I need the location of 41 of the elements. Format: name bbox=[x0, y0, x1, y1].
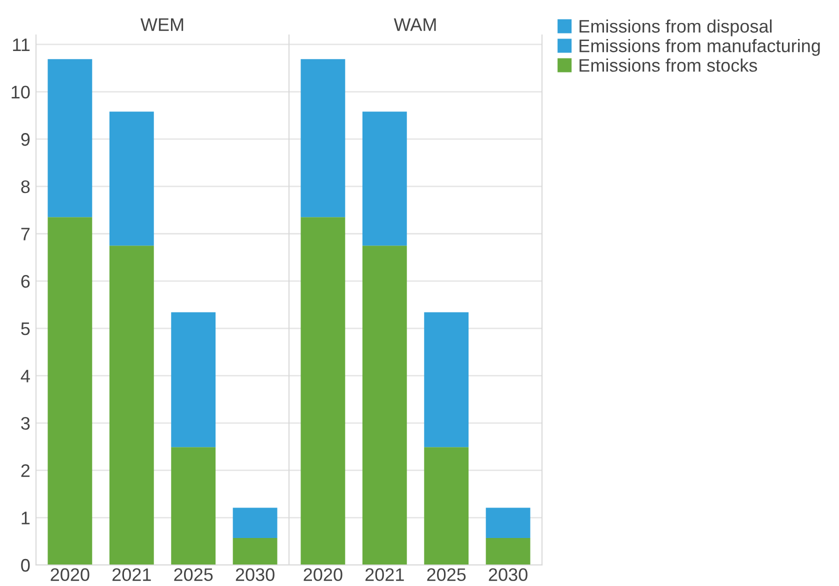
y-tick-label: 7 bbox=[21, 228, 30, 240]
y-tick-label: 1 bbox=[22, 512, 30, 524]
y-tick-label: 11 bbox=[13, 38, 30, 52]
bar bbox=[362, 112, 407, 246]
bar bbox=[48, 217, 92, 565]
y-tick-label: 10 bbox=[12, 86, 30, 99]
bar bbox=[48, 59, 92, 218]
legend-label: Emissions from manufacturing bbox=[580, 38, 820, 56]
x-tick-label: 2020 bbox=[50, 568, 90, 582]
y-tick-label: 2 bbox=[21, 464, 30, 477]
x-tick-label: 2021 bbox=[112, 568, 151, 582]
bar bbox=[486, 538, 530, 565]
x-tick-label: 2030 bbox=[236, 568, 274, 582]
chart-title: WEM bbox=[140, 18, 184, 31]
bar bbox=[362, 246, 407, 565]
x-tick-label: 2030 bbox=[488, 568, 528, 582]
bar bbox=[232, 508, 278, 538]
y-tick-label: 4 bbox=[20, 370, 30, 382]
bar bbox=[109, 246, 154, 565]
x-tick-label: 2025 bbox=[174, 568, 213, 582]
bar bbox=[486, 508, 530, 538]
legend-label: Emissions from stocks bbox=[580, 58, 758, 72]
y-tick-label: 6 bbox=[21, 275, 30, 288]
y-tick-label: 9 bbox=[21, 133, 30, 146]
bar bbox=[300, 217, 346, 565]
y-tick-label: 0 bbox=[21, 558, 30, 572]
bar bbox=[171, 312, 216, 448]
y-tick-label: 5 bbox=[21, 322, 30, 336]
bar bbox=[424, 447, 469, 565]
y-tick-label: 3 bbox=[21, 416, 30, 430]
x-tick-label: 2025 bbox=[427, 568, 466, 582]
y-tick-label: 8 bbox=[21, 180, 30, 194]
x-tick-label: 2020 bbox=[304, 568, 342, 582]
legend-label: Emissions from disposal bbox=[580, 19, 772, 36]
bar bbox=[232, 538, 278, 565]
chart-title: WAM bbox=[394, 18, 436, 31]
bar bbox=[109, 112, 154, 246]
bar bbox=[171, 447, 216, 565]
x-tick-label: 2021 bbox=[365, 568, 404, 582]
bar bbox=[300, 59, 346, 218]
bar bbox=[424, 312, 469, 448]
